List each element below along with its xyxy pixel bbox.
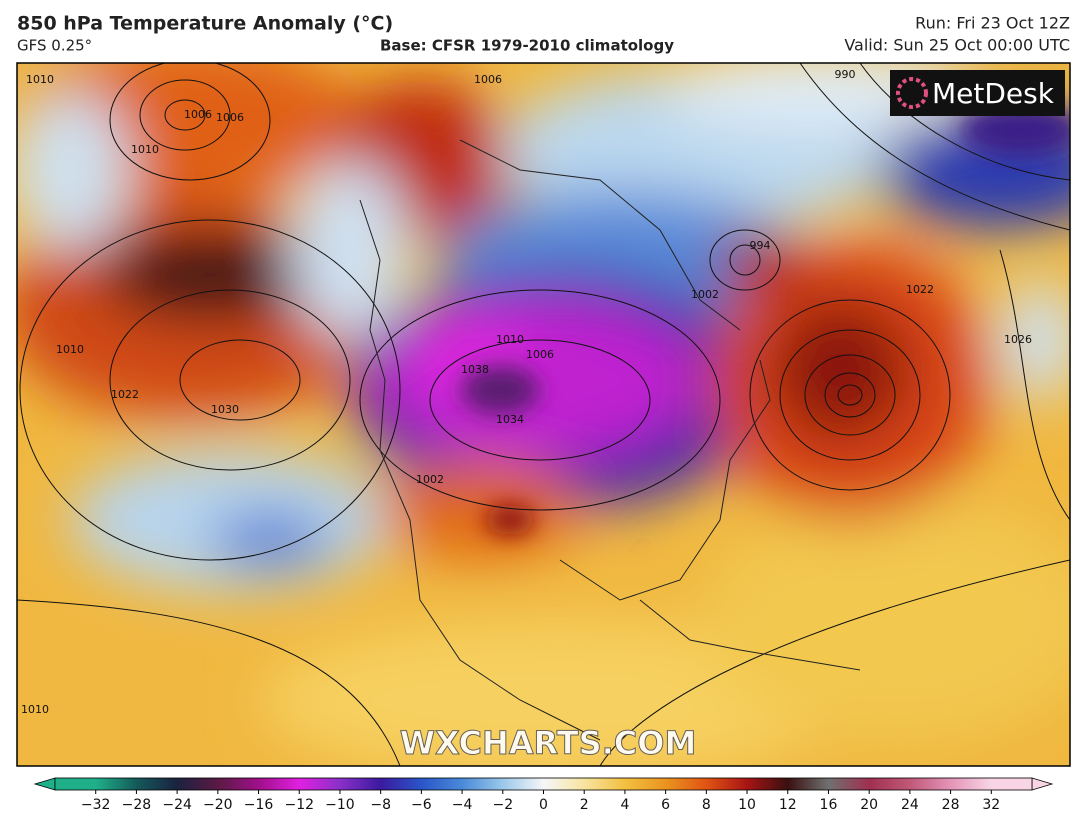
valid: Valid: Sun 25 Oct 00:00 UTC <box>844 36 1070 55</box>
colorbar-tick-label: −28 <box>122 797 152 813</box>
model: GFS 0.25° <box>17 37 92 55</box>
contour-label: 1010 <box>131 143 159 156</box>
colorbar-tick-label: −10 <box>325 797 355 813</box>
colorbar-tick-label: 32 <box>982 797 1000 813</box>
colorbar-tick-label: −32 <box>81 797 111 813</box>
run: Run: Fri 23 Oct 12Z <box>915 14 1070 33</box>
logo-box <box>890 70 1065 116</box>
colorbar-tick-label: 16 <box>820 797 838 813</box>
colorbar-tick-label: −16 <box>244 797 274 813</box>
anomaly-field <box>17 63 1070 766</box>
colorbar-tick-label: 24 <box>901 797 919 813</box>
contour-label: 1030 <box>211 403 239 416</box>
colorbar-tick-label: −20 <box>203 797 233 813</box>
contour-label: 1034 <box>496 413 524 426</box>
colorbar-tick-label: −2 <box>492 797 513 813</box>
colorbar: −32 −28 −24 −20 −16 −12 −10 −8 −6 −4 −2 0 2 4 6 8 10 12 16… <box>33 777 1054 813</box>
map-frame <box>16 62 1071 767</box>
contour-label: 1022 <box>111 388 139 401</box>
colorbar-tick-label: 6 <box>661 797 670 813</box>
colorbar-tick-label: −6 <box>411 797 432 813</box>
logo-icon <box>896 77 928 109</box>
title: 850 hPa Temperature Anomaly (°C) <box>17 13 393 35</box>
contour-label: 1006 <box>184 108 212 121</box>
contour-label: 994 <box>750 239 771 252</box>
contour-label: 1038 <box>461 363 489 376</box>
coastlines <box>359 139 861 741</box>
contour-label: 1006 <box>216 111 244 124</box>
contour-label: 990 <box>835 68 856 81</box>
colorbar-tick-label: −4 <box>452 797 473 813</box>
contour-label: 1002 <box>691 288 719 301</box>
contour-label: 1026 <box>1004 333 1032 346</box>
colorbar-tick-label: 4 <box>620 797 629 813</box>
colorbar-tick-label: 10 <box>738 797 756 813</box>
contour-label: 1006 <box>474 73 502 86</box>
contour-label: 1010 <box>56 343 84 356</box>
contours <box>17 63 1070 766</box>
colorbar-tick-label: 0 <box>539 797 548 813</box>
anomaly-detail <box>460 105 1070 535</box>
contour-label: 1002 <box>416 473 444 486</box>
colorbar-tick-label: −12 <box>284 797 314 813</box>
colorbar-tick-label: 20 <box>860 797 878 813</box>
colorbar-extend-low <box>33 777 56 791</box>
colorbar-tick-label: 12 <box>779 797 797 813</box>
contour-label: 1010 <box>496 333 524 346</box>
watermark: WXCHARTS.COM <box>400 724 697 762</box>
contour-labels: 1010100610101006101010221030102610229941… <box>21 68 1032 716</box>
colorbar-extend-high <box>1031 777 1054 791</box>
colorbar-tick-label: −8 <box>370 797 391 813</box>
base: Base: CFSR 1979-2010 climatology <box>380 37 674 55</box>
colorbar-tick-label: 2 <box>580 797 589 813</box>
colorbar-tick-label: −24 <box>162 797 192 813</box>
logo: MetDesk <box>932 77 1055 110</box>
contour-label: 1022 <box>906 283 934 296</box>
contour-label: 1010 <box>26 73 54 86</box>
map: 1010100610101006101010221030102610229941… <box>17 63 1070 766</box>
colorbar-bar <box>54 777 1033 791</box>
colorbar-tick-label: 28 <box>942 797 960 813</box>
contour-label: 1010 <box>21 703 49 716</box>
colorbar-tick-label: 8 <box>702 797 711 813</box>
contour-label: 1006 <box>526 348 554 361</box>
